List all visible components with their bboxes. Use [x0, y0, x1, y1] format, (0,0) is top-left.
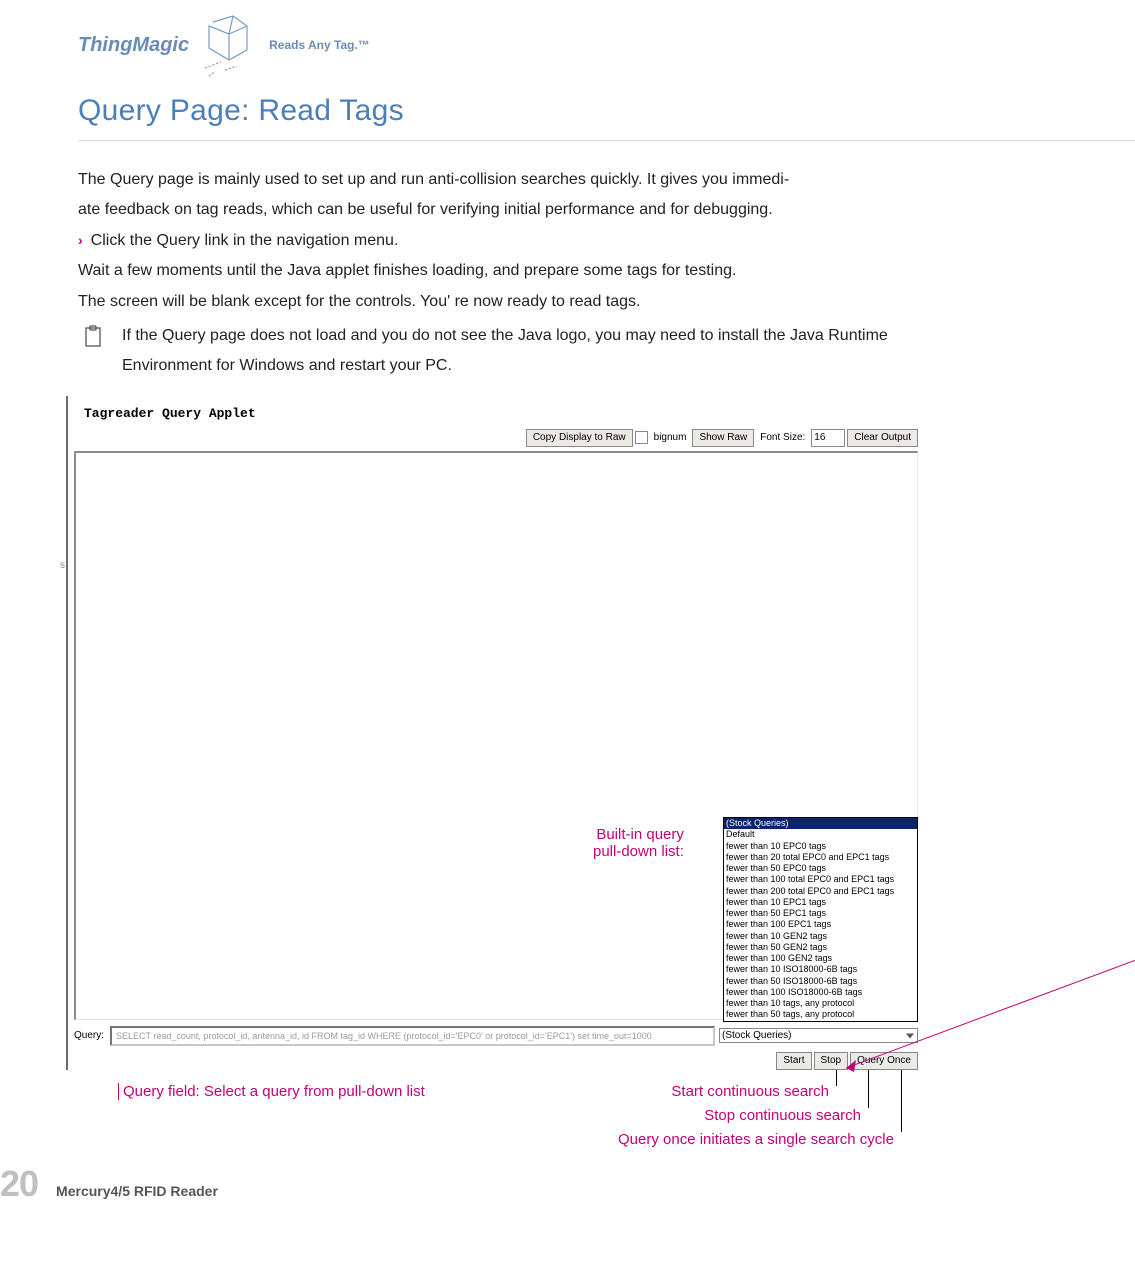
applet-toolbar: Copy Display to Raw bignum Show Raw Font…	[68, 429, 924, 451]
annotation-query-field: Query field: Select a query from pull-do…	[118, 1083, 425, 1100]
dropdown-item[interactable]: fewer than 10 EPC1 tags	[724, 897, 917, 908]
applet-title: Tagreader Query Applet	[68, 396, 924, 429]
clipboard-icon	[84, 325, 102, 347]
stock-queries-select-label: (Stock Queries)	[722, 1030, 791, 1041]
dropdown-item[interactable]: Default	[724, 829, 917, 840]
dropdown-item[interactable]: fewer than 50 ISO18000-6B tags	[724, 976, 917, 987]
dropdown-item[interactable]: fewer than 20 total EPC0 and EPC1 tags	[724, 852, 917, 863]
title-rule	[78, 140, 1135, 141]
show-raw-button[interactable]: Show Raw	[692, 429, 754, 447]
clear-output-button[interactable]: Clear Output	[847, 429, 918, 447]
dropdown-item[interactable]: fewer than 200 total EPC0 and EPC1 tags	[724, 886, 917, 897]
dropdown-item[interactable]: fewer than 50 EPC1 tags	[724, 908, 917, 919]
dropdown-item[interactable]: fewer than 50 tags, any protocol	[724, 1009, 917, 1020]
dropdown-item[interactable]: fewer than 100 GEN2 tags	[724, 953, 917, 964]
button-row: Start Stop Query Once	[68, 1046, 924, 1070]
query-label: Query:	[74, 1030, 106, 1041]
start-button[interactable]: Start	[776, 1052, 811, 1070]
dropdown-item[interactable]: (Stock Queries)	[724, 818, 917, 829]
annotation-start: Start continuous search	[671, 1083, 829, 1100]
dropdown-item[interactable]: fewer than 100 EPC1 tags	[724, 919, 917, 930]
paragraph: Wait a few moments until the Java applet…	[78, 256, 1075, 286]
stock-queries-dropdown[interactable]: (Stock Queries)Defaultfewer than 10 EPC0…	[723, 817, 918, 1022]
dropdown-item[interactable]: fewer than 100 ISO18000-6B tags	[724, 987, 917, 998]
brand-cube-icon	[195, 10, 255, 80]
doc-title: Mercury4/5 RFID Reader	[56, 1183, 218, 1199]
annotation-once: Query once initiates a single search cyc…	[618, 1131, 894, 1148]
note-text: If the Query page does not load and you …	[122, 321, 942, 382]
paragraph: The screen will be blank except for the …	[78, 287, 1075, 317]
stop-button[interactable]: Stop	[814, 1052, 849, 1070]
dropdown-item[interactable]: fewer than 10 tags, any protocol	[724, 998, 917, 1009]
dropdown-item[interactable]: fewer than 10 ISO18000-6B tags	[724, 964, 917, 975]
font-size-label: Font Size:	[756, 432, 809, 443]
body-copy: The Query page is mainly used to set up …	[0, 165, 1135, 382]
bignum-checkbox[interactable]	[635, 431, 648, 444]
page-number: 20	[0, 1163, 38, 1205]
annotation-builtin-query: Built-in query pull-down list:	[593, 826, 684, 860]
copy-display-button[interactable]: Copy Display to Raw	[526, 429, 633, 447]
sidebar-sliver: s	[60, 560, 65, 571]
brand-tagline: Reads Any Tag.™	[269, 38, 370, 52]
dropdown-item[interactable]: fewer than 50 GEN2 tags	[724, 942, 917, 953]
paragraph: The Query page is mainly used to set up …	[78, 165, 1075, 195]
stock-queries-select[interactable]: (Stock Queries)	[719, 1028, 918, 1043]
query-field[interactable]: SELECT read_count, protocol_id, antenna_…	[110, 1026, 715, 1046]
font-size-input[interactable]	[811, 429, 845, 447]
page-title: Query Page: Read Tags	[0, 84, 1135, 140]
dropdown-item[interactable]: fewer than 10 EPC0 tags	[724, 841, 917, 852]
brand-name: ThingMagic	[78, 34, 189, 57]
brand-header: ThingMagic Reads Any Tag.™	[0, 6, 1135, 84]
chevron-icon: ›	[78, 227, 83, 254]
query-once-button[interactable]: Query Once	[850, 1052, 918, 1070]
dropdown-item[interactable]: fewer than 50 EPC0 tags	[724, 863, 917, 874]
applet-screenshot: Tagreader Query Applet Copy Display to R…	[68, 396, 924, 1070]
output-canvas: (Stock Queries)Defaultfewer than 10 EPC0…	[74, 451, 918, 1020]
bullet-text: Click the Query link in the navigation m…	[91, 226, 399, 256]
dropdown-item[interactable]: fewer than 10 GEN2 tags	[724, 931, 917, 942]
dropdown-item[interactable]: fewer than 100 total EPC0 and EPC1 tags	[724, 874, 917, 885]
paragraph: ate feedback on tag reads, which can be …	[78, 195, 1075, 225]
page-footer: 20 Mercury4/5 RFID Reader	[0, 1163, 218, 1205]
annotation-stop: Stop continuous search	[704, 1107, 861, 1124]
bignum-label: bignum	[650, 432, 691, 443]
